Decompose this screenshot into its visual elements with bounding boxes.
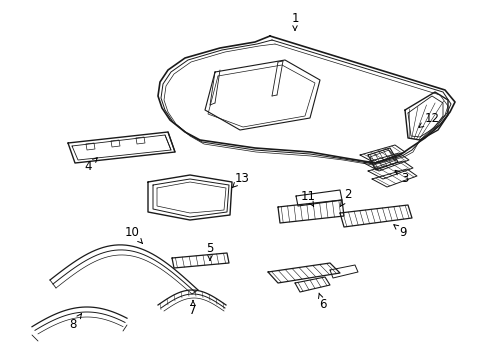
Text: 2: 2: [340, 189, 351, 207]
Text: 13: 13: [232, 171, 249, 188]
Text: 9: 9: [393, 225, 406, 238]
Text: 1: 1: [291, 12, 298, 30]
Text: 5: 5: [206, 242, 213, 260]
Text: 12: 12: [418, 112, 439, 127]
Text: 8: 8: [69, 314, 81, 332]
Text: 6: 6: [318, 293, 326, 311]
Text: 10: 10: [124, 225, 142, 243]
Text: 11: 11: [300, 190, 315, 206]
Text: 3: 3: [394, 170, 408, 184]
Text: 4: 4: [84, 158, 97, 174]
Text: 7: 7: [189, 301, 196, 316]
